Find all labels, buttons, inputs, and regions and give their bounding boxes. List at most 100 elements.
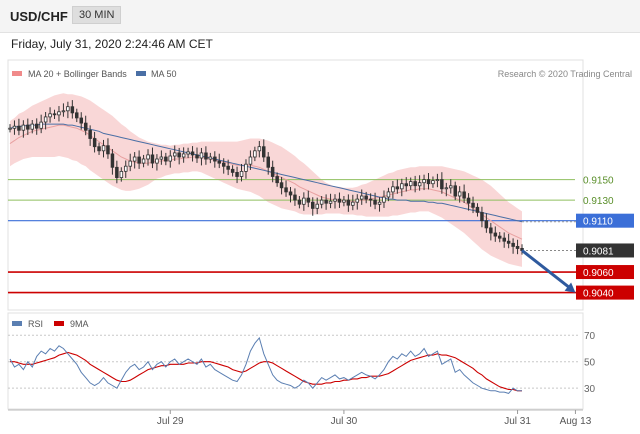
- candle-body: [235, 171, 239, 177]
- rsi-tick-70: 70: [584, 331, 596, 342]
- candle-body: [426, 179, 431, 185]
- candle-body: [493, 232, 498, 237]
- candle-body: [213, 156, 217, 162]
- rsi-tick-50: 50: [584, 358, 596, 369]
- candle-body: [511, 242, 515, 247]
- candle-body: [239, 170, 244, 177]
- symbol-label: USD/CHF: [10, 9, 68, 24]
- level-label-0.9150: 0.9150: [583, 176, 614, 187]
- candle-body: [302, 197, 306, 205]
- candle-body: [270, 166, 275, 177]
- candle-body: [70, 106, 75, 114]
- candle-body: [261, 146, 266, 158]
- candle-body: [204, 152, 208, 160]
- candle-body: [417, 182, 422, 187]
- level-label-0.9040: 0.9040: [583, 289, 614, 300]
- candle-body: [502, 237, 506, 242]
- timeframe-button[interactable]: 30 MIN: [72, 6, 122, 24]
- candle-body: [110, 153, 115, 168]
- candle-body: [226, 165, 230, 170]
- level-tag-0.9040: [576, 285, 634, 300]
- candle-body: [400, 183, 404, 190]
- candle-body: [391, 186, 395, 193]
- candle-body: [75, 112, 79, 119]
- candle-body: [377, 201, 382, 205]
- candle-body: [315, 203, 319, 209]
- rsi-line: [9, 336, 522, 394]
- candle-body: [497, 235, 502, 239]
- candle-body: [368, 198, 373, 201]
- candle-body: [413, 181, 417, 187]
- candle-body: [324, 199, 328, 204]
- candle-body: [440, 179, 444, 190]
- candle-body: [186, 151, 190, 155]
- candle-body: [373, 199, 377, 205]
- candle-body: [444, 187, 449, 190]
- candle-body: [190, 151, 195, 156]
- header-bar: USD/CHF 30 MIN: [0, 0, 640, 33]
- candle-body: [346, 199, 351, 206]
- candle-body: [257, 146, 262, 152]
- candle-body: [489, 227, 493, 234]
- candle-body: [333, 198, 337, 202]
- candle-body: [177, 152, 181, 158]
- candle-body: [79, 117, 84, 124]
- ma50-legend-swatch: [136, 71, 146, 76]
- credit-label: Research © 2020 Trading Central: [498, 69, 632, 79]
- projection-arrow-shaft: [521, 249, 571, 289]
- candle-body: [115, 166, 119, 179]
- candle-body: [150, 154, 155, 164]
- candle-body: [306, 197, 311, 203]
- candle-body: [221, 162, 226, 167]
- candle-body: [217, 160, 221, 164]
- candle-body: [155, 158, 159, 164]
- rsi-legend-label: RSI: [28, 319, 43, 329]
- candle-body: [230, 168, 235, 173]
- candle-body: [293, 194, 297, 201]
- candle-body: [342, 199, 346, 203]
- rsi-legend-swatch: [12, 321, 22, 326]
- candle-body: [422, 179, 426, 184]
- candle-body: [395, 186, 400, 190]
- candle-body: [159, 156, 164, 160]
- projection-arrow-head: [564, 282, 576, 293]
- ma9-legend-label: 9MA: [70, 319, 89, 329]
- candle-body: [253, 150, 257, 158]
- candle-body: [475, 206, 480, 213]
- rsi-ma9-line: [10, 351, 522, 392]
- candle-body: [266, 156, 270, 168]
- candle-body: [132, 156, 137, 162]
- candle-body: [466, 197, 471, 204]
- candle-body: [52, 113, 57, 116]
- candle-body: [124, 165, 128, 172]
- candle-body: [168, 155, 172, 162]
- candle-body: [97, 146, 101, 152]
- x-tick-label: Aug 13: [560, 416, 592, 427]
- x-tick-label: Jul 31: [504, 416, 531, 427]
- candle-body: [506, 240, 511, 244]
- candle-body: [30, 123, 34, 130]
- candle-body: [435, 179, 440, 182]
- candle-body: [128, 160, 132, 167]
- ma9-legend-swatch: [54, 321, 64, 326]
- bollinger-legend-swatch: [12, 71, 22, 76]
- candle-body: [284, 187, 288, 193]
- candle-body: [404, 183, 408, 187]
- candle-body: [146, 154, 150, 160]
- candle-body: [328, 200, 333, 204]
- candle-body: [364, 195, 368, 200]
- candle-body: [297, 199, 302, 205]
- candle-body: [106, 145, 110, 155]
- candle-body: [92, 138, 97, 148]
- candle-body: [119, 170, 124, 178]
- candle-body: [88, 129, 92, 139]
- x-tick-label: Jul 30: [331, 416, 358, 427]
- candle-body: [66, 106, 70, 112]
- candle-body: [359, 195, 364, 200]
- candle-body: [275, 176, 279, 184]
- candle-body: [43, 116, 48, 123]
- candle-body: [26, 124, 30, 130]
- candle-body: [244, 163, 248, 172]
- candle-body: [199, 152, 204, 159]
